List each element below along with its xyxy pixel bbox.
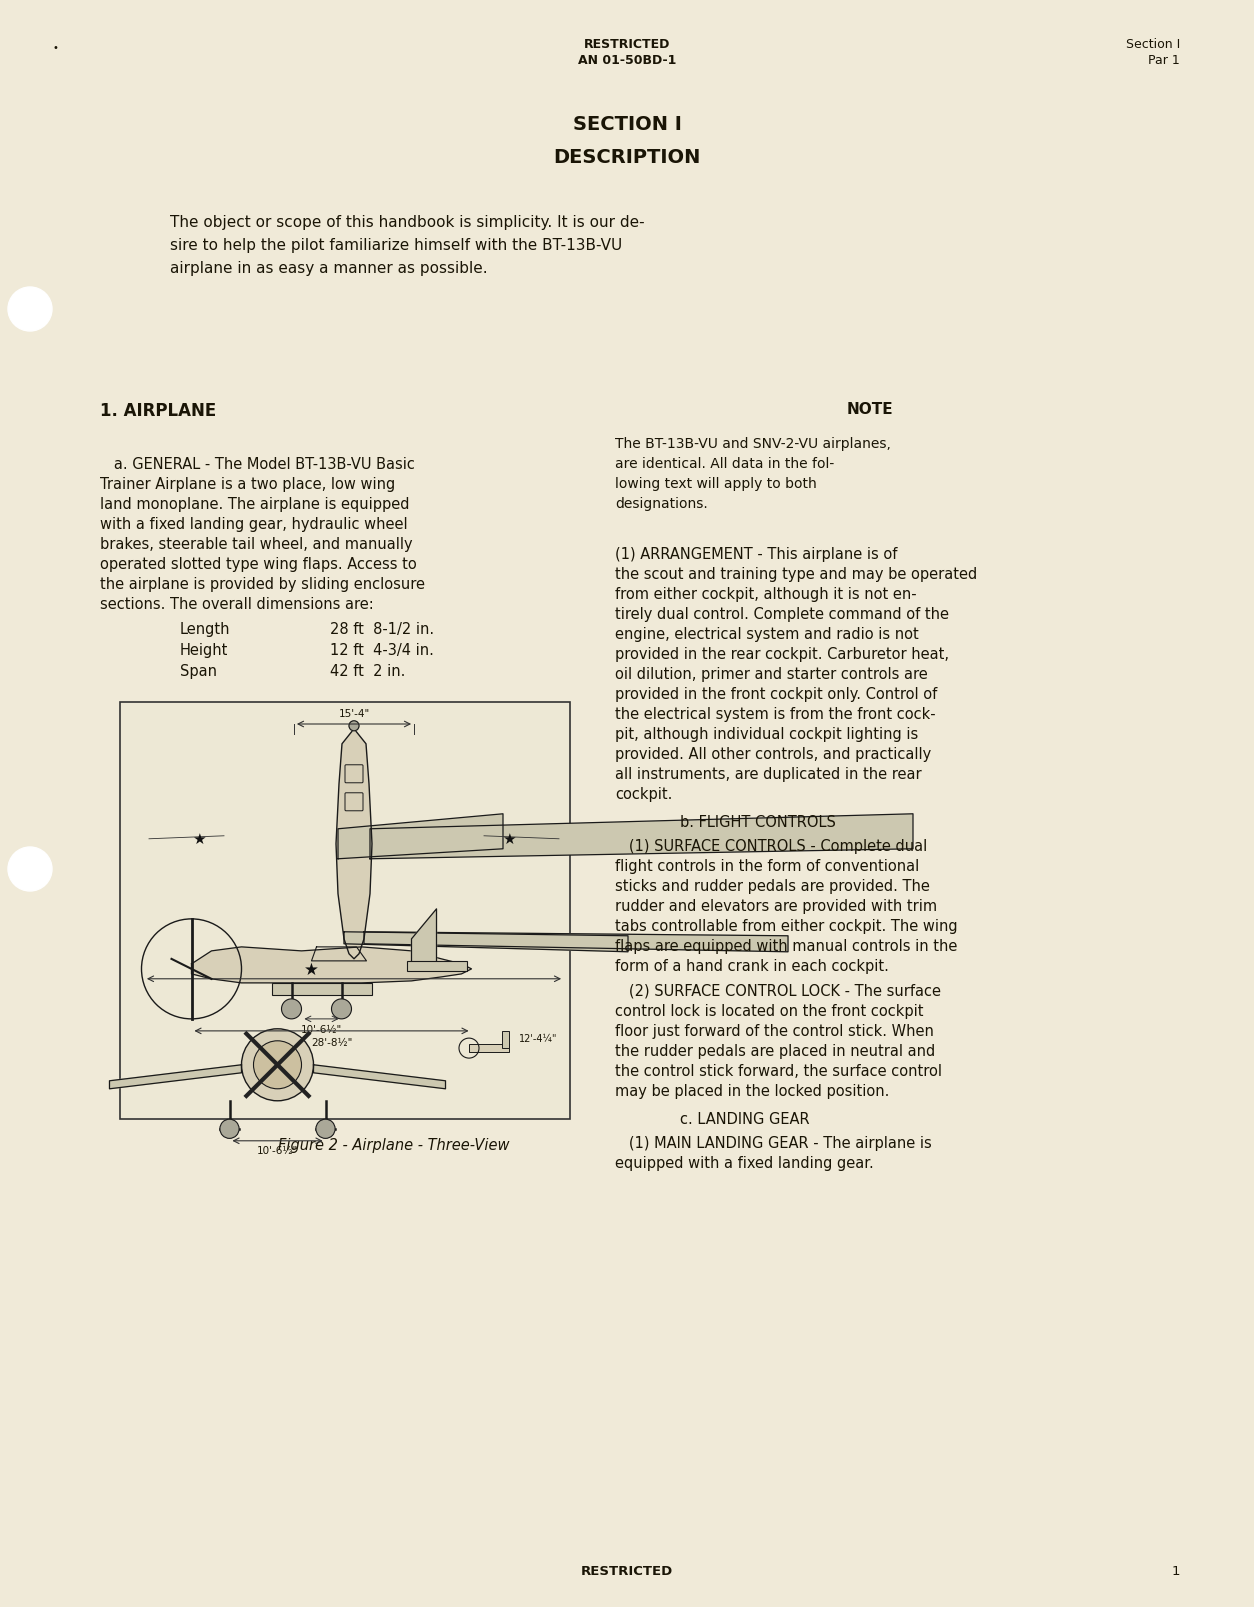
Text: Length: Length (181, 622, 231, 636)
Bar (120, 702, 571, 1120)
Text: a. GENERAL - The Model BT-13B-VU Basic: a. GENERAL - The Model BT-13B-VU Basic (100, 456, 415, 472)
Text: c. LANDING GEAR: c. LANDING GEAR (680, 1112, 810, 1127)
Text: b. FLIGHT CONTROLS: b. FLIGHT CONTROLS (680, 815, 836, 829)
Text: 10'-6½": 10'-6½" (257, 1146, 298, 1155)
Text: RESTRICTED: RESTRICTED (581, 1564, 673, 1576)
Text: The object or scope of this handbook is simplicity. It is our de-: The object or scope of this handbook is … (171, 215, 645, 230)
Text: NOTE: NOTE (846, 402, 893, 416)
Text: form of a hand crank in each cockpit.: form of a hand crank in each cockpit. (614, 958, 889, 974)
Text: are identical. All data in the fol-: are identical. All data in the fol- (614, 456, 834, 471)
Bar (272, 983, 371, 995)
Text: Par 1: Par 1 (1149, 55, 1180, 67)
Text: from either cockpit, although it is not en-: from either cockpit, although it is not … (614, 587, 917, 601)
Text: provided in the rear cockpit. Carburetor heat,: provided in the rear cockpit. Carburetor… (614, 646, 949, 662)
Circle shape (8, 847, 51, 892)
Text: all instruments, are duplicated in the rear: all instruments, are duplicated in the r… (614, 767, 922, 781)
Polygon shape (370, 815, 913, 860)
Text: engine, electrical system and radio is not: engine, electrical system and radio is n… (614, 627, 919, 641)
Text: ★: ★ (502, 832, 515, 847)
Text: the scout and training type and may be operated: the scout and training type and may be o… (614, 567, 977, 582)
Text: lowing text will apply to both: lowing text will apply to both (614, 477, 816, 490)
Text: 15'-4": 15'-4" (339, 709, 370, 718)
Text: sections. The overall dimensions are:: sections. The overall dimensions are: (100, 596, 374, 612)
Text: Trainer Airplane is a two place, low wing: Trainer Airplane is a two place, low win… (100, 477, 395, 492)
Text: (1) SURFACE CONTROLS - Complete dual: (1) SURFACE CONTROLS - Complete dual (614, 839, 927, 853)
Text: tabs controllable from either cockpit. The wing: tabs controllable from either cockpit. T… (614, 919, 958, 934)
Text: designations.: designations. (614, 497, 707, 511)
Text: the electrical system is from the front cock-: the electrical system is from the front … (614, 707, 935, 722)
Circle shape (8, 288, 51, 331)
Bar (406, 961, 466, 971)
Text: sire to help the pilot familiarize himself with the BT-13B-VU: sire to help the pilot familiarize himse… (171, 238, 622, 252)
Text: sticks and rudder pedals are provided. The: sticks and rudder pedals are provided. T… (614, 879, 930, 893)
Circle shape (242, 1028, 314, 1101)
Text: (2) SURFACE CONTROL LOCK - The surface: (2) SURFACE CONTROL LOCK - The surface (614, 983, 940, 998)
Text: with a fixed landing gear, hydraulic wheel: with a fixed landing gear, hydraulic whe… (100, 517, 408, 532)
Polygon shape (109, 1065, 242, 1090)
Circle shape (281, 1000, 301, 1019)
Text: 12'-4¼": 12'-4¼" (519, 1033, 558, 1043)
Circle shape (349, 722, 359, 731)
Text: RESTRICTED: RESTRICTED (584, 39, 670, 51)
Text: land monoplane. The airplane is equipped: land monoplane. The airplane is equipped (100, 497, 410, 511)
Polygon shape (411, 910, 436, 964)
Text: the rudder pedals are placed in neutral and: the rudder pedals are placed in neutral … (614, 1043, 935, 1059)
Text: ★: ★ (192, 832, 206, 847)
Polygon shape (192, 947, 472, 983)
Text: 28'-8½": 28'-8½" (311, 1037, 352, 1048)
Text: ★: ★ (303, 961, 319, 979)
Text: flaps are equipped with manual controls in the: flaps are equipped with manual controls … (614, 938, 957, 953)
Text: 42'-2": 42'-2" (339, 983, 370, 995)
Text: brakes, steerable tail wheel, and manually: brakes, steerable tail wheel, and manual… (100, 537, 413, 551)
Text: 1. AIRPLANE: 1. AIRPLANE (100, 402, 216, 419)
Text: cockpit.: cockpit. (614, 786, 672, 802)
Text: The BT-13B-VU and SNV-2-VU airplanes,: The BT-13B-VU and SNV-2-VU airplanes, (614, 437, 890, 450)
Text: Section I: Section I (1126, 39, 1180, 51)
Text: pit, although individual cockpit lighting is: pit, although individual cockpit lightin… (614, 726, 918, 741)
Circle shape (253, 1041, 301, 1090)
Text: flight controls in the form of conventional: flight controls in the form of conventio… (614, 858, 919, 874)
Text: the airplane is provided by sliding enclosure: the airplane is provided by sliding encl… (100, 577, 425, 591)
Text: 42 ft  2 in.: 42 ft 2 in. (330, 664, 405, 678)
Text: 28 ft  8-1/2 in.: 28 ft 8-1/2 in. (330, 622, 434, 636)
Circle shape (219, 1120, 240, 1139)
Text: oil dilution, primer and starter controls are: oil dilution, primer and starter control… (614, 667, 928, 681)
Text: AN 01-50BD-1: AN 01-50BD-1 (578, 55, 676, 67)
Polygon shape (339, 815, 503, 860)
Text: 1: 1 (1171, 1564, 1180, 1576)
Text: operated slotted type wing flaps. Access to: operated slotted type wing flaps. Access… (100, 556, 416, 572)
Text: 10'-6½": 10'-6½" (301, 1024, 342, 1035)
Text: provided in the front cockpit only. Control of: provided in the front cockpit only. Cont… (614, 686, 937, 702)
Text: DESCRIPTION: DESCRIPTION (553, 148, 701, 167)
Circle shape (316, 1120, 335, 1139)
Bar (469, 1045, 509, 1053)
Polygon shape (364, 932, 788, 953)
Text: Height: Height (181, 643, 228, 657)
Text: control lock is located on the front cockpit: control lock is located on the front coc… (614, 1003, 923, 1019)
Text: provided. All other controls, and practically: provided. All other controls, and practi… (614, 747, 932, 762)
Text: tirely dual control. Complete command of the: tirely dual control. Complete command of… (614, 606, 949, 622)
Polygon shape (314, 1065, 445, 1090)
Text: floor just forward of the control stick. When: floor just forward of the control stick.… (614, 1024, 934, 1038)
Text: (1) MAIN LANDING GEAR - The airplane is: (1) MAIN LANDING GEAR - The airplane is (614, 1135, 932, 1151)
Text: may be placed in the locked position.: may be placed in the locked position. (614, 1083, 889, 1098)
Circle shape (331, 1000, 351, 1019)
Polygon shape (344, 932, 628, 953)
Polygon shape (336, 730, 372, 959)
Bar (502, 1032, 509, 1048)
Text: •: • (53, 43, 58, 53)
Text: SECTION I: SECTION I (573, 116, 681, 133)
Text: equipped with a fixed landing gear.: equipped with a fixed landing gear. (614, 1155, 874, 1170)
Text: Figure 2 - Airplane - Three-View: Figure 2 - Airplane - Three-View (277, 1138, 509, 1152)
Text: the control stick forward, the surface control: the control stick forward, the surface c… (614, 1064, 942, 1078)
Text: (1) ARRANGEMENT - This airplane is of: (1) ARRANGEMENT - This airplane is of (614, 546, 898, 562)
Text: rudder and elevators are provided with trim: rudder and elevators are provided with t… (614, 898, 937, 913)
Text: airplane in as easy a manner as possible.: airplane in as easy a manner as possible… (171, 260, 488, 276)
Text: Span: Span (181, 664, 217, 678)
Text: 12 ft  4-3/4 in.: 12 ft 4-3/4 in. (330, 643, 434, 657)
